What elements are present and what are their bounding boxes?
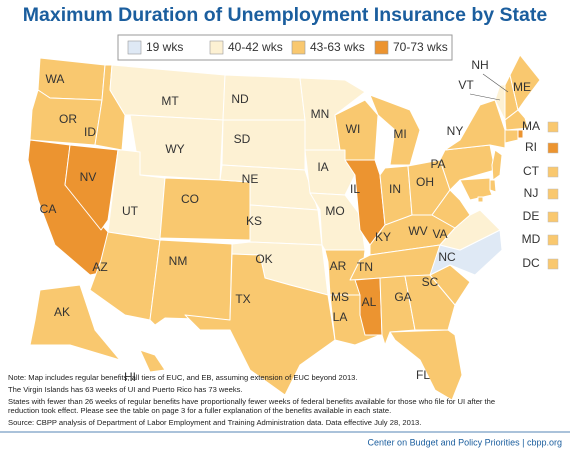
footer: Center on Budget and Policy Priorities |… [368,437,562,447]
state [29,284,121,361]
state-label: OH [416,175,434,189]
state-label: VT [458,78,474,92]
state [159,177,251,241]
state-label: WA [46,72,65,86]
state [389,329,463,401]
state-label: OK [255,252,272,266]
state-swatch [547,166,559,178]
state [184,253,336,396]
state-label: PA [430,157,445,171]
state-label: MT [161,94,179,108]
state-label: MO [325,204,344,218]
state-label: IN [389,182,401,196]
state [149,239,233,326]
state [64,144,119,231]
leader-line [469,93,501,101]
state-label: AR [330,259,347,273]
state-label: MS [331,290,349,304]
state [369,94,421,166]
note: The Virgin Islands has 63 weeks of UI an… [8,385,243,394]
state-swatch [547,211,559,223]
state-label: DC [522,256,540,270]
state [139,349,166,373]
state [489,179,497,193]
legend-label: 40-42 wks [228,40,283,54]
state-label: ME [513,80,531,94]
state-label: VA [432,227,447,241]
state-label: AZ [92,260,107,274]
state [504,109,529,131]
note: Source: CBPP analysis of Department of L… [8,418,421,427]
state-label: MD [522,232,541,246]
state-label: OR [59,112,77,126]
state-label: AL [362,295,377,309]
state-label: MN [311,107,330,121]
legend-swatch [374,40,389,55]
state [444,99,506,151]
state [504,129,519,144]
state-label: LA [333,310,348,324]
title: Maximum Duration of Unemployment Insuran… [23,4,548,26]
state-swatch [547,121,559,133]
legend-swatch [209,40,224,55]
legend-label: 70-73 wks [393,40,448,54]
state-label: SD [234,132,251,146]
state [491,149,503,181]
note: States with fewer than 26 weeks of regul… [8,397,495,406]
legend-label: 43-63 wks [310,40,365,54]
state [404,274,456,331]
state-label: MI [393,127,406,141]
state [109,64,226,121]
state-label: KY [375,230,391,244]
state-label: CT [523,164,540,178]
state-label: NC [438,250,456,264]
state-label: TX [235,292,250,306]
state-label: CO [181,192,199,206]
state-label: TN [357,260,373,274]
note: reduction took effect. Please see the ta… [8,406,391,415]
state-label: NM [169,254,188,268]
note: Note: Map includes regular benefits, all… [8,373,358,382]
state [477,196,484,203]
state-swatch [547,142,559,154]
state-label: IL [350,182,360,196]
state-label: NY [447,124,464,138]
state-label: MA [522,119,540,133]
state-label: WY [165,142,184,156]
state-label: ID [84,125,96,139]
state-label: AK [54,305,70,319]
state-label: FL [416,368,430,382]
state [431,189,471,229]
state-label: RI [525,140,537,154]
leader-line [482,73,509,93]
state-label: NJ [524,186,539,200]
state-label: KS [246,214,262,228]
legend-swatch [127,40,142,55]
state-label: HI [124,370,136,384]
state-label: NV [80,170,97,184]
state-label: WV [408,224,427,238]
state-swatch [547,188,559,200]
state-label: NE [242,172,259,186]
state-label: CA [40,202,57,216]
state [459,177,493,201]
state-label: SC [422,275,439,289]
state-label: NH [471,58,488,72]
state-label: DE [523,209,540,223]
state [509,54,541,111]
state-swatch [547,258,559,270]
state-label: WI [346,122,361,136]
state-label: GA [394,290,411,304]
state-label: ND [231,92,249,106]
legend-box [117,34,453,61]
state-swatch [547,234,559,246]
legend-swatch [291,40,306,55]
state-label: UT [122,204,139,218]
state-label: IA [317,160,328,174]
legend-label: 19 wks [146,40,183,54]
states [27,54,541,401]
